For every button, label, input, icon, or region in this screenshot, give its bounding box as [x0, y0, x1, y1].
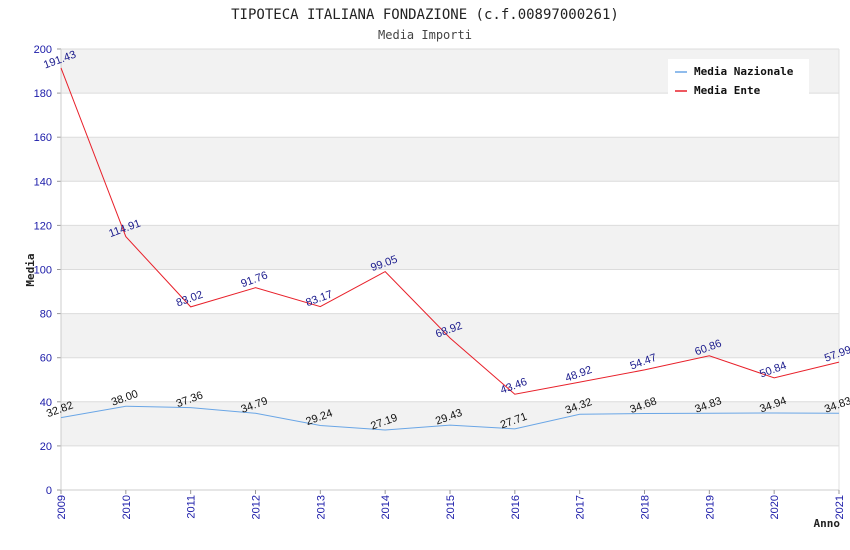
- x-tick-label: 2013: [315, 495, 327, 519]
- y-tick-label: 0: [46, 485, 52, 497]
- y-tick-label: 40: [40, 397, 52, 409]
- x-axis-label: Anno: [814, 517, 841, 530]
- y-tick-label: 180: [34, 88, 52, 100]
- x-tick-label: 2021: [834, 495, 846, 519]
- data-label: 48.92: [564, 364, 594, 385]
- series-line-media-nazionale: [60, 405, 840, 431]
- y-tick-label: 120: [34, 220, 52, 232]
- x-tick-label: 2017: [575, 495, 587, 519]
- y-tick-label: 20: [40, 441, 52, 453]
- chart-title: TIPOTECA ITALIANA FONDAZIONE (c.f.008970…: [231, 7, 619, 23]
- x-tick-label: 2020: [769, 495, 781, 519]
- y-tick-labels: 0 20 40 60 80 100 120 140 160 180 200: [34, 44, 52, 497]
- x-tick-label: 2014: [380, 495, 392, 519]
- chart-subtitle: Media Importi: [378, 28, 472, 42]
- plot-band: [61, 313, 839, 358]
- y-tick-label: 200: [34, 44, 52, 56]
- y-tick-label: 80: [40, 309, 52, 321]
- series-lines: [60, 67, 840, 431]
- x-tick-label: 2009: [56, 495, 68, 519]
- x-tick-label: 2015: [445, 495, 457, 519]
- x-tick-label: 2011: [186, 495, 198, 519]
- y-axis-label: Media: [24, 253, 37, 286]
- x-tick-label: 2018: [640, 495, 652, 519]
- plot-band: [61, 401, 839, 446]
- x-tick-label: 2019: [704, 495, 716, 519]
- data-label: 91.76: [239, 270, 269, 291]
- plot-band: [61, 225, 839, 270]
- series-line-media-ente: [60, 67, 840, 395]
- legend-label-media-ente: Media Ente: [694, 84, 761, 97]
- axes: [57, 48, 840, 494]
- y-tick-label: 100: [34, 265, 52, 277]
- x-tick-labels: 2009 2010 2011 2012 2013 2014 2015 2016 2017 2018…: [56, 495, 846, 519]
- x-tick-label: 2010: [121, 495, 133, 519]
- gridlines: [61, 48, 839, 491]
- y-tick-label: 140: [34, 176, 52, 188]
- legend-box: [668, 59, 809, 97]
- legend: Media Nazionale Media Ente: [668, 59, 809, 97]
- x-tick-label: 2016: [510, 495, 522, 519]
- x-tick-label: 2012: [251, 495, 263, 519]
- plot-band: [61, 137, 839, 182]
- y-tick-label: 60: [40, 353, 52, 365]
- plot-background: [61, 49, 839, 446]
- y-tick-label: 160: [34, 132, 52, 144]
- legend-label-media-nazionale: Media Nazionale: [694, 65, 794, 78]
